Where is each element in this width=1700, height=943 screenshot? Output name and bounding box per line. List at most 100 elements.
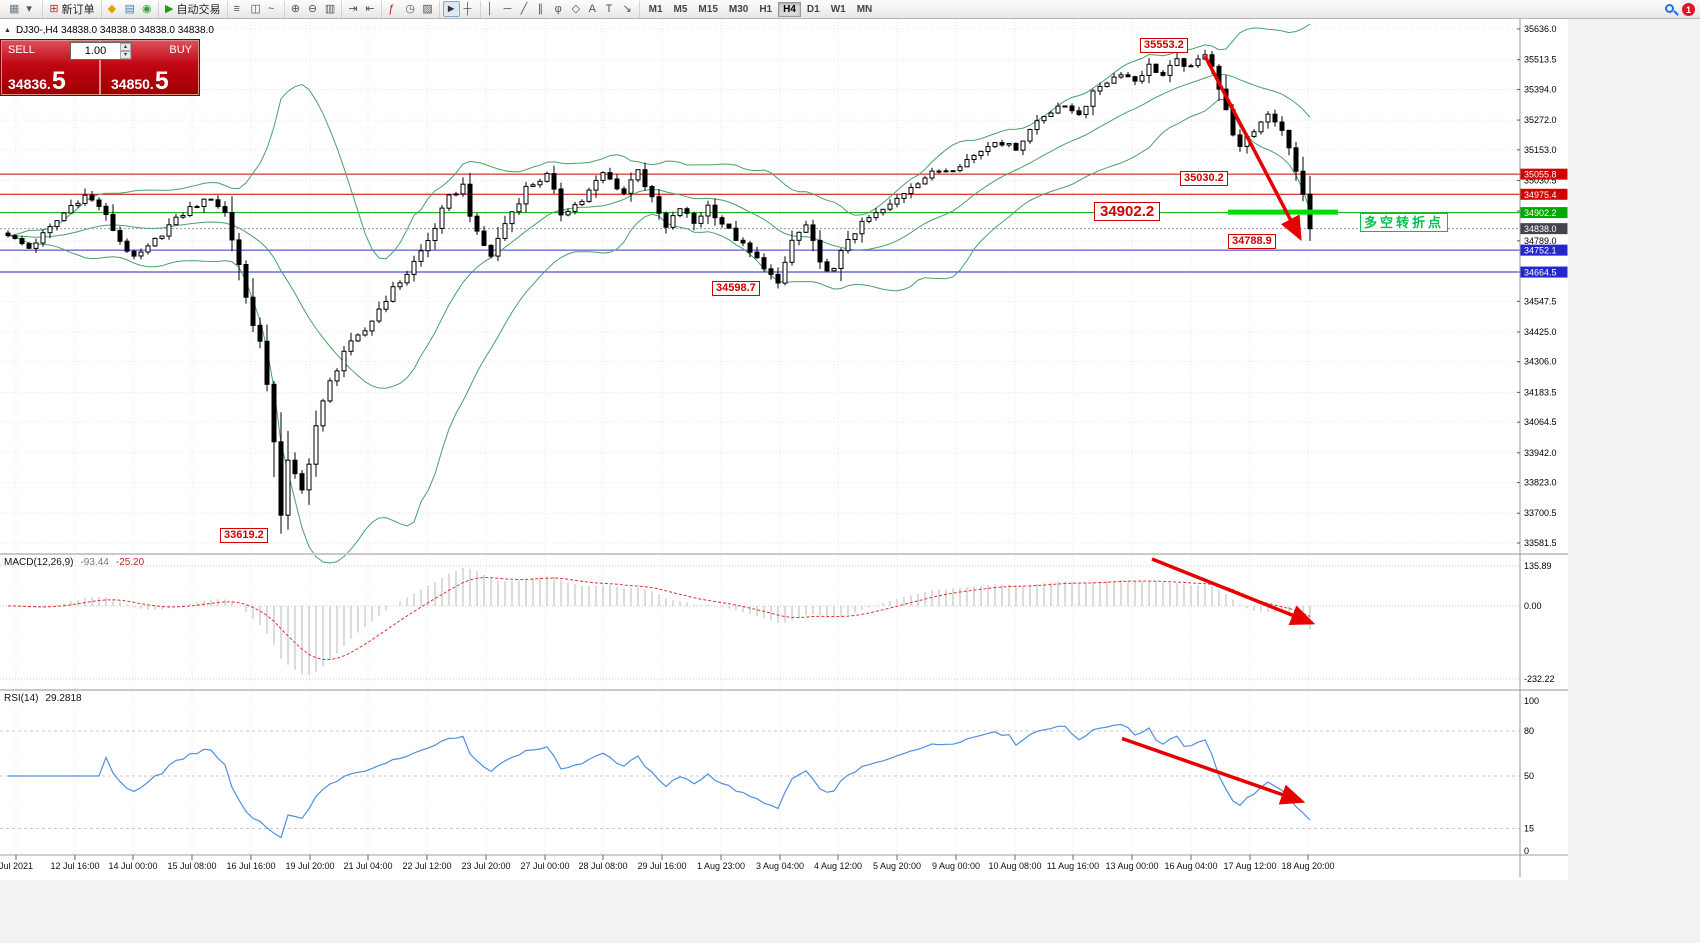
panel-separator[interactable]	[0, 553, 1568, 555]
price-annotation[interactable]: 35030.2	[1180, 171, 1228, 187]
price-annotation[interactable]: 35553.2	[1140, 38, 1188, 53]
toolbar-groups: ▦ ▾ ⊞ 新订单 ◆ ▤ ◉ ▶ 自动交易 ≡ ◫ ~ ⊕ ⊖ ▥ ⇥ ⇤ ƒ ◷ ▨ ► ┼ │ ─ ╱ ∥ φ ◇ A T ↘	[3, 0, 640, 18]
svg-text:33700.5: 33700.5	[1524, 508, 1557, 518]
autotrading-button-label: 自动交易	[176, 4, 221, 16]
fibonacci-icon-glyph: φ	[554, 2, 562, 15]
new-chart-icon[interactable]: ▦	[6, 1, 22, 17]
indicators-icon[interactable]: ƒ	[385, 1, 401, 17]
notification-badge[interactable]: 1	[1682, 3, 1695, 16]
market-watch-icon[interactable]: ▤	[122, 1, 138, 17]
svg-text:33823.0: 33823.0	[1524, 478, 1557, 488]
buy-price-main: 34850.	[111, 76, 154, 92]
text-label-icon[interactable]: T	[603, 1, 619, 17]
autotrading-button[interactable]: ▶ 自动交易	[162, 1, 223, 17]
trendline-icon[interactable]: ╱	[518, 1, 534, 17]
trend-arrows[interactable]	[1121, 55, 1316, 805]
channel-icon[interactable]: ∥	[535, 1, 551, 17]
price-annotation[interactable]: 34598.7	[712, 280, 760, 296]
candlestick-chart-type-icon[interactable]: ◫	[248, 1, 264, 17]
time-axis[interactable]: Jul 2021 12 Jul 16:00 14 Jul 00:00 15 Jul 0…	[0, 855, 1335, 871]
svg-text:35055.8: 35055.8	[1524, 170, 1557, 180]
bar-chart-type-icon[interactable]: ≡	[231, 1, 247, 17]
new-order-button[interactable]: ⊞ 新订单	[46, 1, 97, 17]
timeframe-m15[interactable]: M15	[693, 2, 722, 17]
svg-text:34306.0: 34306.0	[1524, 357, 1557, 367]
auto-scroll-icon-glyph: ⇥	[348, 2, 358, 15]
line-chart-type-icon[interactable]: ~	[265, 1, 281, 17]
grid	[0, 19, 1520, 855]
fibonacci-icon[interactable]: φ	[552, 1, 568, 17]
collapse-trade-panel-icon[interactable]: ▲	[4, 27, 11, 34]
pivot-note-label[interactable]: 多空转折点	[1360, 212, 1449, 232]
timeframe-h4[interactable]: H4	[778, 1, 801, 17]
auto-scroll-icon[interactable]: ⇥	[345, 1, 361, 17]
svg-text:34838.0: 34838.0	[1524, 224, 1557, 234]
svg-text:34425.0: 34425.0	[1524, 327, 1557, 337]
cursor-icon-glyph: ►	[445, 2, 457, 15]
buy-price: 34850. 5	[111, 68, 169, 93]
lot-decrease-button[interactable]: ▾	[120, 51, 131, 59]
timeframe-m30[interactable]: M30	[724, 2, 753, 17]
templates-icon[interactable]: ▨	[419, 1, 435, 17]
panel-separator-2[interactable]	[0, 689, 1568, 691]
lot-size-input[interactable]	[71, 43, 120, 59]
svg-text:27 Jul 00:00: 27 Jul 00:00	[520, 861, 569, 871]
price-annotation[interactable]: 34902.2	[1094, 201, 1161, 221]
zoom-out-icon[interactable]: ⊖	[305, 1, 321, 17]
shapes-icon[interactable]: ◇	[569, 1, 585, 17]
svg-text:100: 100	[1524, 696, 1539, 706]
macd-histogram	[14, 568, 1311, 676]
buy-button[interactable]: BUY 34850. 5	[100, 40, 199, 95]
timeframe-m1[interactable]: M1	[644, 2, 668, 17]
vertical-line-icon[interactable]: │	[484, 1, 500, 17]
periods-icon[interactable]: ◷	[402, 1, 418, 17]
toolbar-group: ƒ ◷ ▨	[382, 0, 440, 18]
svg-text:16 Aug 04:00: 16 Aug 04:00	[1164, 861, 1217, 871]
price-axis[interactable]: 35636.0 35513.5 35394.0 35272.0 35153.0 35030…	[1517, 19, 1568, 877]
zoom-in-icon[interactable]: ⊕	[288, 1, 304, 17]
chart-list-dropdown-icon[interactable]: ▾	[23, 1, 39, 17]
chart-window[interactable]: 35636.0 35513.5 35394.0 35272.0 35153.0 35030…	[0, 19, 1568, 880]
toolbar-group: ⊕ ⊖ ▥	[285, 0, 343, 18]
main-toolbar: ▦ ▾ ⊞ 新订单 ◆ ▤ ◉ ▶ 自动交易 ≡ ◫ ~ ⊕ ⊖ ▥ ⇥ ⇤ ƒ ◷ ▨ ► ┼ │ ─ ╱ ∥ φ ◇ A T ↘ M1 M…	[0, 0, 1700, 19]
horizontal-line-icon-glyph: ─	[503, 2, 512, 15]
arrows-tool-icon-glyph: ↘	[622, 2, 632, 15]
svg-text:13 Aug 00:00: 13 Aug 00:00	[1105, 861, 1158, 871]
price-annotation[interactable]: 33619.2	[220, 528, 268, 544]
text-icon[interactable]: A	[586, 1, 602, 17]
svg-text:34664.5: 34664.5	[1524, 268, 1557, 278]
community-icon[interactable]: ◉	[139, 1, 155, 17]
timeframe-w1[interactable]: W1	[826, 2, 851, 17]
svg-text:17 Aug 12:00: 17 Aug 12:00	[1223, 861, 1276, 871]
toolbar-group: │ ─ ╱ ∥ φ ◇ A T ↘	[481, 0, 640, 18]
horizontal-line-icon[interactable]: ─	[501, 1, 517, 17]
chart-shift-icon[interactable]: ⇤	[362, 1, 378, 17]
lot-size-control: ▴ ▾	[70, 42, 132, 60]
chart-canvas[interactable]: 35636.0 35513.5 35394.0 35272.0 35153.0 35030…	[0, 19, 1568, 877]
metaeditor-icon-glyph: ◆	[107, 2, 117, 15]
trendline-icon-glyph: ╱	[520, 2, 528, 15]
timeframe-d1[interactable]: D1	[802, 2, 825, 17]
timeframe-m5[interactable]: M5	[669, 2, 693, 17]
tile-windows-icon[interactable]: ▥	[322, 1, 338, 17]
workspace-background	[1568, 19, 1700, 943]
crosshair-icon-glyph: ┼	[463, 2, 472, 15]
svg-text:12 Jul 16:00: 12 Jul 16:00	[50, 861, 99, 871]
arrows-tool-icon[interactable]: ↘	[620, 1, 636, 17]
search-icon[interactable]	[1665, 4, 1674, 13]
support-resistance-lines[interactable]	[0, 173, 1520, 273]
price-annotation[interactable]: 34788.9	[1228, 233, 1276, 249]
lot-increase-button[interactable]: ▴	[120, 43, 131, 51]
timeframe-h1[interactable]: H1	[754, 2, 777, 17]
svg-text:35513.5: 35513.5	[1524, 55, 1557, 65]
svg-text:1 Aug 23:00: 1 Aug 23:00	[697, 861, 745, 871]
timeframe-mn[interactable]: MN	[852, 2, 878, 17]
cursor-icon[interactable]: ►	[442, 1, 460, 17]
bollinger-bands	[7, 23, 1311, 564]
sell-price-main: 34836.	[8, 76, 51, 92]
crosshair-icon[interactable]: ┼	[461, 1, 477, 17]
svg-text:10 Aug 08:00: 10 Aug 08:00	[988, 861, 1041, 871]
templates-icon-glyph: ▨	[422, 2, 433, 15]
svg-text:5 Aug 20:00: 5 Aug 20:00	[873, 861, 921, 871]
metaeditor-icon[interactable]: ◆	[105, 1, 121, 17]
